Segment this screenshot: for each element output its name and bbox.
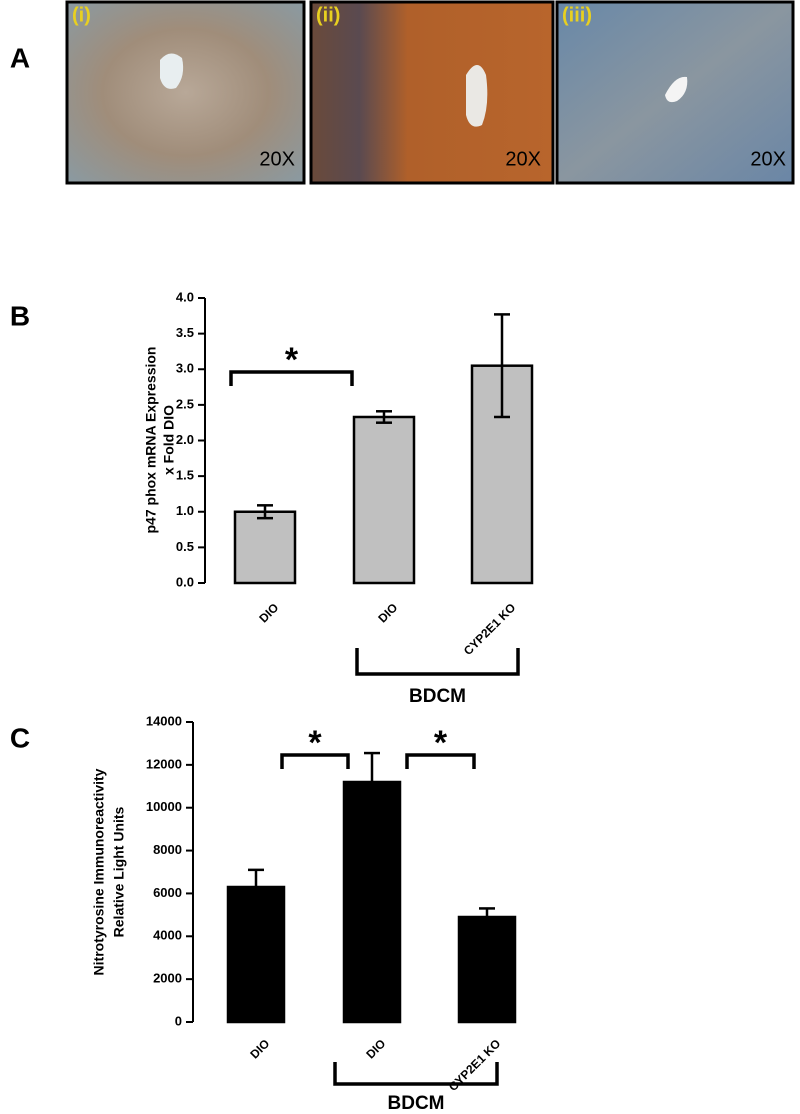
image (65, 0, 306, 185)
magnification: 20X (259, 148, 295, 170)
bar (342, 780, 402, 1024)
y-tick-label: 2.5 (176, 396, 194, 411)
y-tick-label: 0 (175, 1013, 182, 1028)
y-tick-label: 0.0 (176, 574, 194, 589)
error-bar (376, 410, 392, 424)
magnification: 20X (750, 148, 786, 170)
y-axis-label: Nitrotyrosine Immunoreactivity (91, 768, 107, 975)
y-tick-label: 2000 (153, 971, 182, 986)
image-label: (iii) (562, 4, 592, 26)
x-tick-label: DIO (363, 1036, 388, 1061)
y-tick-label: 10000 (146, 799, 182, 814)
y-tick-label: 2.0 (176, 432, 194, 447)
bar (457, 915, 517, 1024)
image-label: (ii) (316, 4, 340, 26)
y-tick-label: 4000 (153, 928, 182, 943)
y-tick-label: 14000 (146, 713, 182, 728)
micrograph: (ii) 20X (309, 0, 555, 185)
y-tick-label: 3.5 (176, 325, 194, 340)
significance-bracket (405, 753, 476, 769)
panel-label: A (10, 42, 30, 73)
bar (226, 885, 286, 1024)
error-bar (257, 504, 273, 520)
panel-label: B (10, 300, 30, 331)
image (309, 0, 555, 185)
x-tick-label: DIO (247, 1036, 272, 1061)
y-axis-label: Relative Light Units (111, 806, 127, 937)
group-label: BDCM (409, 686, 466, 707)
x-tick-label: DIO (375, 600, 400, 625)
bar (352, 415, 416, 585)
significance-bracket (280, 753, 350, 769)
y-tick-label: 8000 (153, 842, 182, 857)
bar (233, 510, 297, 585)
error-bar (248, 868, 264, 906)
error-bar (364, 751, 380, 813)
y-tick-label: 12000 (146, 756, 182, 771)
group-bracket (355, 648, 520, 676)
group-bracket (333, 1062, 499, 1086)
y-tick-label: 1.5 (176, 468, 194, 483)
y-tick-label: 4.0 (176, 289, 194, 304)
significance-label: * (285, 341, 299, 379)
image-label: (i) (72, 4, 91, 26)
group-label: BDCM (388, 1093, 445, 1114)
panel-label: C (10, 722, 30, 753)
significance-label: * (308, 724, 322, 762)
error-bar (494, 313, 510, 419)
significance-bracket (229, 370, 354, 386)
error-bar (479, 907, 495, 927)
y-tick-label: 0.5 (176, 539, 194, 554)
micrograph: (iii) 20X (555, 0, 795, 185)
y-tick-label: 6000 (153, 885, 182, 900)
vessel (160, 53, 184, 89)
y-tick-label: 1.0 (176, 503, 194, 518)
vessel (466, 65, 488, 127)
x-tick-label: DIO (256, 600, 281, 625)
vessel (665, 76, 688, 103)
significance-label: * (434, 724, 448, 762)
x-tick-label: CYP2E1 KO (461, 600, 519, 658)
y-axis-label: x Fold DIO (161, 405, 177, 475)
y-tick-label: 3.0 (176, 361, 194, 376)
magnification: 20X (505, 148, 541, 170)
y-axis-label: p47 phox mRNA Expression (143, 347, 159, 534)
micrograph: (i) 20X (65, 0, 306, 185)
